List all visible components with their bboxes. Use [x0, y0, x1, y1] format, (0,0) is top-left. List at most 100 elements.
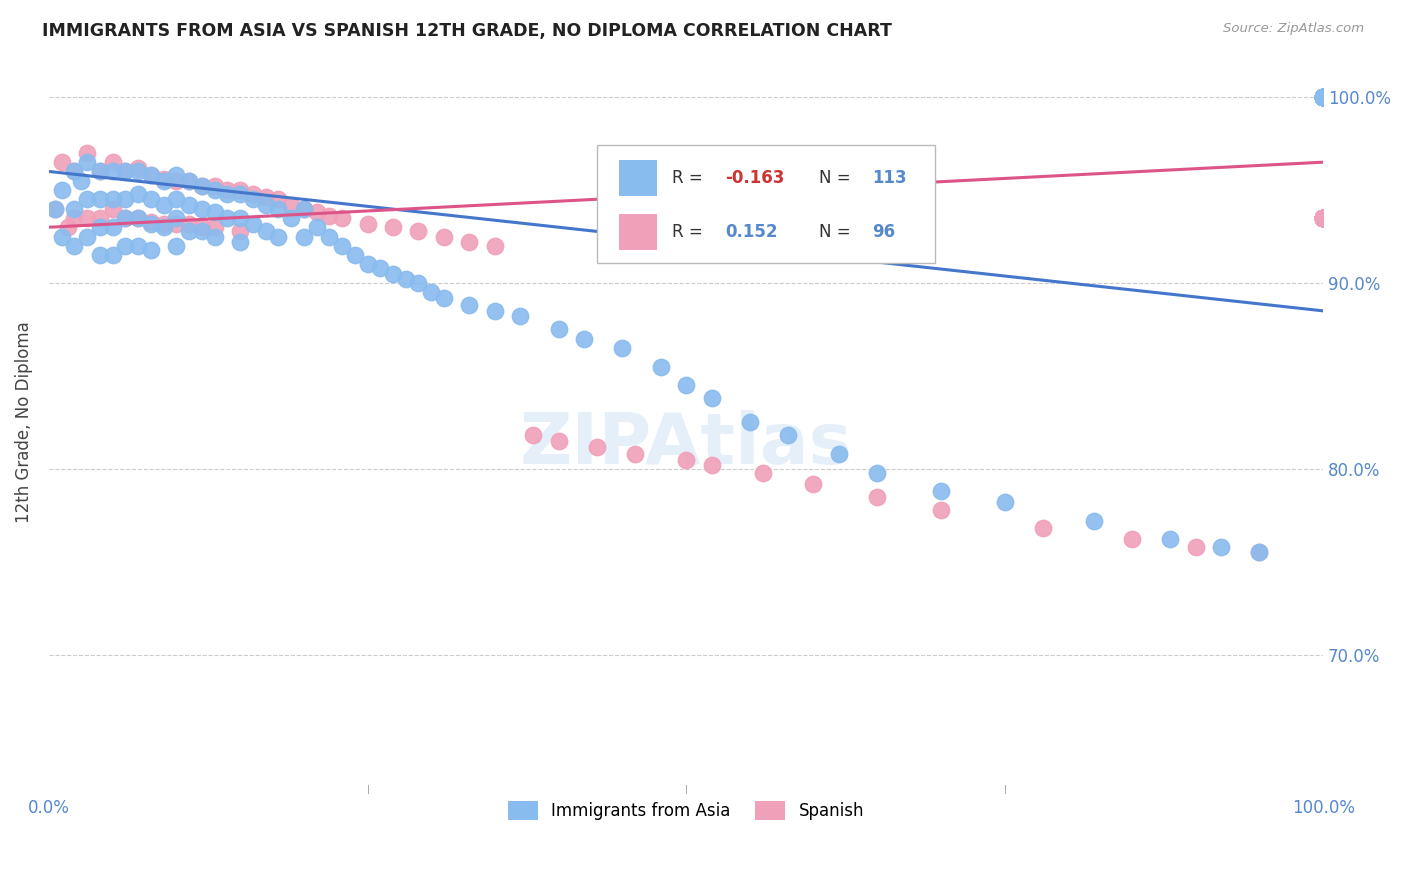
- Point: [165, 174, 187, 188]
- Point: [1312, 211, 1334, 225]
- Point: [1312, 90, 1334, 104]
- Point: [127, 239, 149, 253]
- Point: [1032, 521, 1054, 535]
- Point: [139, 168, 162, 182]
- Point: [101, 202, 124, 216]
- Point: [191, 224, 214, 238]
- Point: [191, 179, 214, 194]
- Point: [929, 502, 952, 516]
- Point: [1312, 211, 1334, 225]
- Point: [318, 209, 340, 223]
- Point: [1211, 540, 1233, 554]
- Bar: [619, 160, 657, 195]
- Point: [828, 447, 851, 461]
- Point: [1312, 211, 1334, 225]
- Text: 0.152: 0.152: [725, 223, 778, 241]
- Point: [1312, 90, 1334, 104]
- Point: [267, 192, 290, 206]
- Point: [305, 220, 328, 235]
- Point: [191, 220, 214, 235]
- Point: [1312, 90, 1334, 104]
- Point: [152, 172, 174, 186]
- Point: [1312, 211, 1334, 225]
- Point: [101, 248, 124, 262]
- Point: [56, 220, 79, 235]
- Point: [1312, 90, 1334, 104]
- Point: [382, 267, 405, 281]
- Point: [1184, 540, 1206, 554]
- Point: [1312, 90, 1334, 104]
- Text: 113: 113: [872, 169, 907, 186]
- Point: [63, 164, 86, 178]
- Point: [776, 428, 799, 442]
- Point: [1312, 211, 1334, 225]
- Point: [458, 235, 481, 249]
- Point: [229, 224, 252, 238]
- Text: Source: ZipAtlas.com: Source: ZipAtlas.com: [1223, 22, 1364, 36]
- Point: [1312, 211, 1334, 225]
- Point: [217, 183, 239, 197]
- Point: [152, 198, 174, 212]
- Point: [114, 164, 136, 178]
- Point: [63, 202, 86, 216]
- Point: [1312, 211, 1334, 225]
- Point: [433, 229, 456, 244]
- Point: [1312, 90, 1334, 104]
- Point: [114, 239, 136, 253]
- Point: [242, 217, 264, 231]
- Point: [165, 217, 187, 231]
- Point: [152, 220, 174, 235]
- Point: [139, 192, 162, 206]
- Point: [229, 186, 252, 201]
- Point: [675, 452, 697, 467]
- Text: N =: N =: [818, 223, 855, 241]
- Point: [330, 211, 353, 225]
- Point: [89, 248, 111, 262]
- Point: [101, 192, 124, 206]
- Point: [1312, 211, 1334, 225]
- Point: [650, 359, 672, 374]
- Point: [1312, 90, 1334, 104]
- Point: [179, 217, 201, 231]
- Point: [101, 164, 124, 178]
- Text: 96: 96: [872, 223, 896, 241]
- Point: [139, 168, 162, 182]
- Point: [1312, 211, 1334, 225]
- Point: [280, 198, 302, 212]
- Point: [547, 434, 569, 448]
- Point: [292, 202, 315, 216]
- Point: [1312, 211, 1334, 225]
- Point: [127, 161, 149, 175]
- Point: [1312, 211, 1334, 225]
- Point: [1312, 211, 1334, 225]
- Text: IMMIGRANTS FROM ASIA VS SPANISH 12TH GRADE, NO DIPLOMA CORRELATION CHART: IMMIGRANTS FROM ASIA VS SPANISH 12TH GRA…: [42, 22, 891, 40]
- Point: [51, 229, 73, 244]
- Point: [242, 186, 264, 201]
- Point: [1312, 90, 1334, 104]
- Point: [101, 155, 124, 169]
- Point: [139, 214, 162, 228]
- Point: [305, 205, 328, 219]
- Point: [165, 211, 187, 225]
- Point: [1312, 90, 1334, 104]
- Point: [280, 211, 302, 225]
- Point: [1312, 90, 1334, 104]
- Point: [1312, 90, 1334, 104]
- Point: [1312, 211, 1334, 225]
- Point: [1312, 211, 1334, 225]
- Point: [509, 310, 531, 324]
- Point: [1312, 90, 1334, 104]
- Point: [522, 428, 544, 442]
- Point: [1312, 211, 1334, 225]
- Text: -0.163: -0.163: [725, 169, 785, 186]
- Point: [127, 211, 149, 225]
- Point: [69, 174, 91, 188]
- Point: [1312, 211, 1334, 225]
- Point: [1249, 545, 1271, 559]
- Point: [1312, 211, 1334, 225]
- Point: [1312, 90, 1334, 104]
- Point: [191, 179, 214, 194]
- Point: [1312, 211, 1334, 225]
- Point: [267, 202, 290, 216]
- Point: [1312, 90, 1334, 104]
